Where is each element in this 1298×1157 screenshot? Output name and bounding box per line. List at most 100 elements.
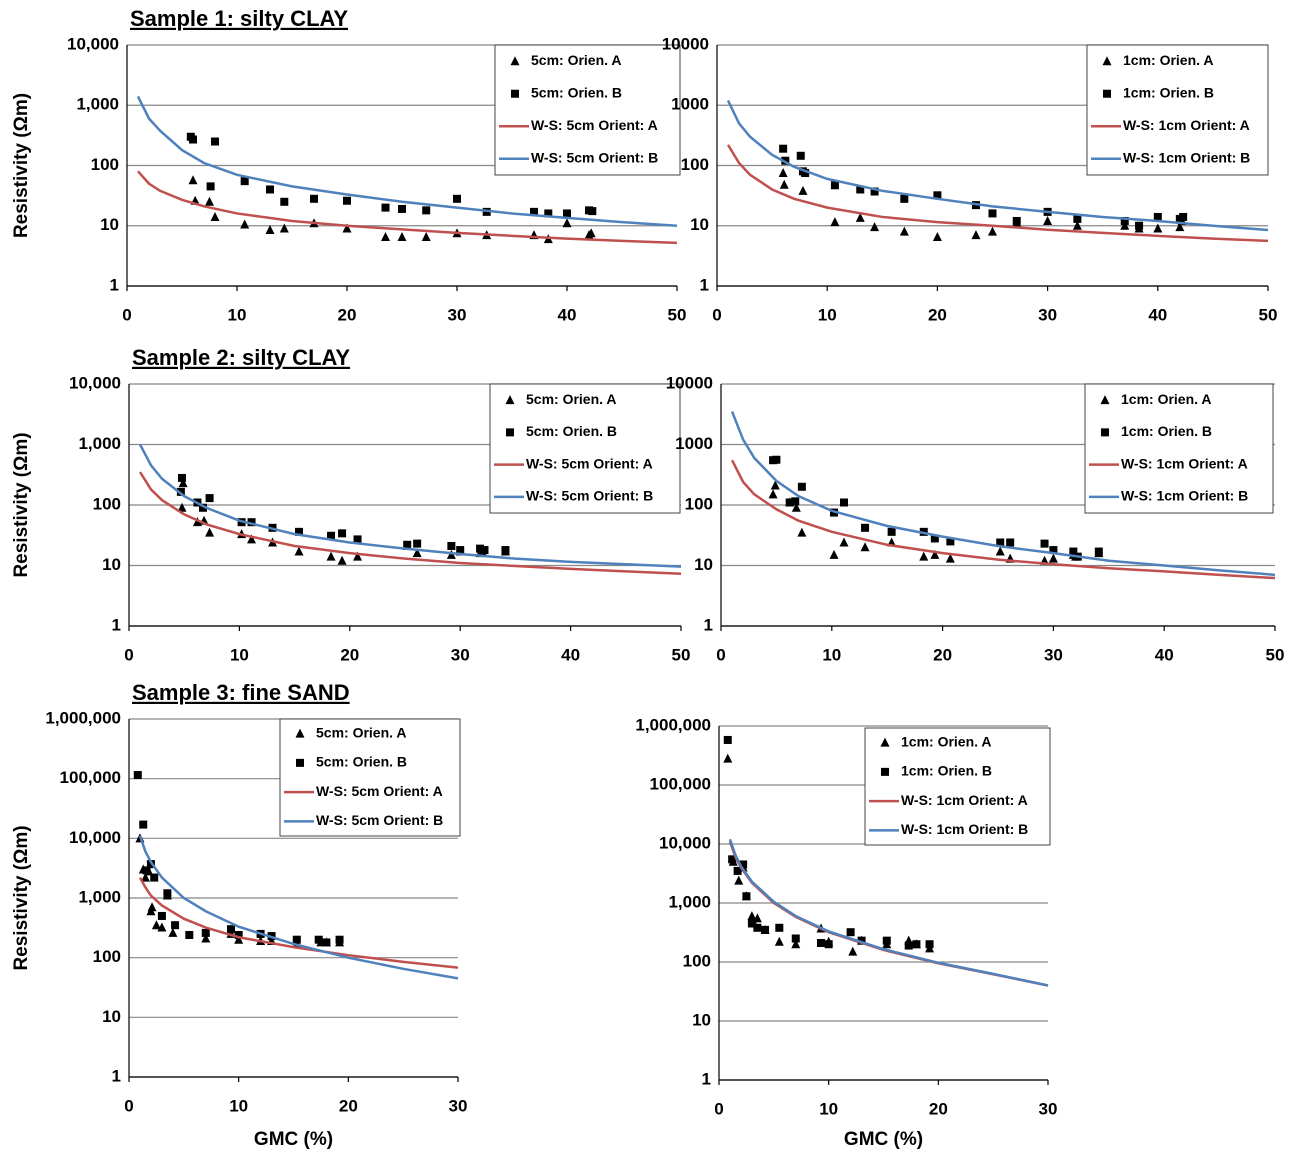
square-marker <box>933 191 942 200</box>
triangle-marker <box>381 232 390 242</box>
legend-label: 5cm: Orien. B <box>531 84 622 100</box>
legend-label: 1cm: Orien. B <box>1123 84 1214 100</box>
square-marker <box>775 923 784 932</box>
square-marker <box>157 911 166 920</box>
y-tick-label: 10 <box>100 215 119 234</box>
square-marker <box>413 539 422 548</box>
y-tick-label: 1,000,000 <box>635 715 711 734</box>
square-marker <box>292 935 301 944</box>
square-marker <box>206 182 215 191</box>
square-marker <box>761 925 770 934</box>
legend-box <box>489 383 681 514</box>
square-marker <box>779 144 788 153</box>
triangle-marker <box>988 226 997 236</box>
square-marker <box>824 940 833 949</box>
model-line <box>137 170 678 245</box>
legend-marker <box>296 758 304 767</box>
legend-label: W-S: 1cm Orient: B <box>901 821 1028 837</box>
square-marker <box>185 930 194 939</box>
triangle-marker <box>168 927 178 937</box>
x-tick-label: 40 <box>1148 305 1167 324</box>
triangle-marker <box>178 478 188 488</box>
x-tick-label: 10 <box>818 305 837 324</box>
square-marker <box>870 187 879 196</box>
y-tick-label: 10 <box>690 215 709 234</box>
square-marker <box>142 866 151 875</box>
triangle-marker <box>797 527 807 537</box>
legend-marker <box>881 767 889 776</box>
triangle-marker <box>734 875 744 885</box>
y-tick-label: 1 <box>112 615 121 634</box>
square-marker <box>544 209 553 218</box>
square-marker <box>1049 546 1058 555</box>
y-tick-label: 1,000 <box>78 434 121 453</box>
square-marker <box>791 497 800 506</box>
y-tick-label: 100 <box>93 947 121 966</box>
legend-marker <box>1103 89 1111 98</box>
triangle-marker <box>337 555 347 565</box>
y-tick-label: 100,000 <box>650 774 711 793</box>
triangle-marker <box>397 232 407 242</box>
square-marker <box>476 544 485 553</box>
legend-box <box>279 718 461 837</box>
triangle-marker <box>945 553 955 563</box>
y-tick-label: 10 <box>102 555 121 574</box>
x-tick-label: 10 <box>230 645 249 664</box>
square-marker <box>1153 212 1162 221</box>
square-marker <box>887 527 896 536</box>
legend-marker <box>295 728 305 738</box>
x-tick-label: 10 <box>822 645 841 664</box>
square-marker <box>796 151 805 160</box>
y-axis-label: Resistivity (Ωm) <box>11 93 32 238</box>
y-tick-label: 1,000 <box>76 95 119 114</box>
square-marker <box>456 546 465 555</box>
x-tick-label: 20 <box>339 1096 358 1115</box>
square-marker <box>753 923 762 932</box>
x-tick-label: 30 <box>448 305 467 324</box>
x-axis-label: GMC (%) <box>254 1129 333 1150</box>
square-marker <box>563 209 571 218</box>
model-line <box>728 841 1049 987</box>
square-marker <box>177 473 186 482</box>
x-tick-label: 0 <box>712 305 721 324</box>
legend-marker <box>511 89 519 98</box>
square-marker <box>501 546 510 555</box>
legend-marker <box>506 428 514 437</box>
model-line <box>730 459 1276 580</box>
legend-label: W-S: 1cm Orient: A <box>901 792 1028 808</box>
y-tick-label: 10 <box>692 1010 711 1029</box>
square-marker <box>797 482 806 491</box>
triangle-marker <box>870 222 880 232</box>
square-marker <box>234 930 243 939</box>
triangle-marker <box>1153 223 1163 233</box>
y-tick-label: 10,000 <box>67 34 119 53</box>
y-tick-label: 1000 <box>675 434 713 453</box>
x-tick-label: 20 <box>338 305 357 324</box>
triangle-marker <box>1043 215 1053 225</box>
square-marker <box>314 935 323 944</box>
triangle-marker <box>586 228 596 238</box>
square-marker <box>733 866 742 875</box>
triangle-marker <box>353 551 363 561</box>
square-marker <box>1040 539 1049 548</box>
square-marker <box>335 935 344 944</box>
legend-label: W-S: 1cm Orient: A <box>1123 117 1250 133</box>
square-marker <box>1073 214 1082 223</box>
y-tick-label: 10 <box>694 555 713 574</box>
square-marker <box>946 537 955 546</box>
legend-box <box>864 727 1051 846</box>
square-marker <box>882 936 891 945</box>
square-marker <box>988 209 997 218</box>
square-marker <box>240 177 249 186</box>
y-tick-label: 10,000 <box>69 828 121 847</box>
triangle-marker <box>770 480 780 490</box>
square-marker <box>343 196 351 205</box>
triangle-marker <box>995 546 1005 556</box>
triangle-marker <box>830 217 840 227</box>
legend-marker <box>880 737 890 747</box>
square-marker <box>163 889 172 898</box>
y-tick-label: 10000 <box>666 373 713 392</box>
legend-box <box>1086 44 1269 176</box>
square-marker <box>338 529 347 538</box>
